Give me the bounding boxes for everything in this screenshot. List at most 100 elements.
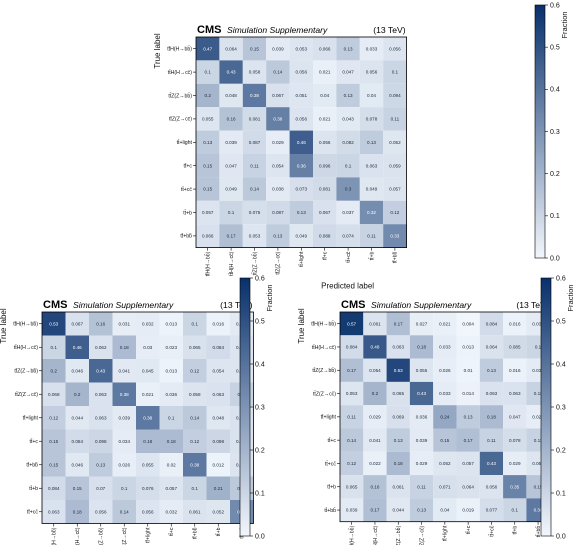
heatmap-cell [206,500,230,524]
cell-value-label: 0.016 [509,368,521,373]
x-tick-label: tt̄H(H→bb̄) [51,527,58,545]
cell-value-label: 0.01 [464,368,473,373]
cell-value-label: 0.11 [534,391,543,396]
cell-value-label: 0.073 [296,187,308,192]
cell-value-label: 0.032 [166,509,178,514]
heatmap-cell [383,37,407,61]
colorbar-tick-label: 0.0 [550,255,560,262]
cell-value-label: 0.065 [393,391,405,396]
colorbar-tick-label: 0.5 [550,45,560,52]
colorbar-tick-label: 0.5 [556,318,566,325]
heatmap-cell [313,107,337,131]
heatmap-cell [503,451,527,476]
cell-value-label: 0.15 [203,187,212,192]
cell-value-label: 0.065 [189,345,201,350]
heatmap-cell [183,476,207,500]
heatmap-panel-1: 0.47 0.064 0.15 0.039 0.053 0.066 0.13 0.033 0.0… [153,2,569,290]
cell-value-label: 0.04 [440,508,449,513]
cell-value-label: 0.052 [439,461,451,466]
heatmap-cell [112,406,136,430]
cell-value-label: 0.13 [487,368,496,373]
heatmap-cell [206,382,230,406]
heatmap-cell [242,154,267,178]
cell-value-label: 0.023 [166,345,178,350]
heatmap-cell [89,312,113,336]
heatmap-cell [313,83,337,108]
y-tick-label: tt̄Z(Z→bb̄) [168,93,192,100]
heatmap-cell [386,451,410,476]
cell-value-label: 0.047 [509,414,521,419]
cell-value-label: 0.044 [72,415,84,420]
heatmap-cell [456,475,480,499]
cell-value-label: 0.012 [213,462,225,467]
heatmap-cell [433,312,457,336]
heatmap-cell [112,312,136,336]
title-simulation: Simulation Supplementary [73,300,174,310]
cell-value-label: 0.004 [462,321,474,326]
cell-value-label: 0.11 [487,438,496,443]
cell-value-label: 0.032 [142,321,154,326]
heatmap-cell [136,476,160,500]
colorbar-label: Fraction [566,284,575,311]
y-tick-label: tt̄H(H→bb̄) [13,321,38,328]
cell-value-label: 0.15 [49,462,58,467]
x-tick-label: tt̄+c [168,527,175,536]
y-tick-label: tt̄+bb̄ [324,507,336,514]
heatmap-cell [433,498,457,522]
x-tick-label: tt̄+bb̄ [392,251,399,263]
cell-value-label: 0.21 [214,486,223,491]
heatmap-cell [479,358,504,382]
heatmap-cell [363,358,387,382]
x-tick-label: tt̄+b [512,526,519,535]
cell-value-label: 0.016 [213,321,225,326]
y-tick-label: tt̄+light [23,415,39,422]
y-tick-label: tt̄+bb̄ [26,462,38,469]
cell-value-label: 0.013 [166,368,178,373]
cell-value-label: 0.029 [416,461,428,466]
colorbar-tick-label: 0.0 [556,533,566,540]
cell-value-label: 0.15 [440,438,449,443]
x-tick-label: tt̄Z(Z→cc̄) [275,251,282,274]
y-tick-label: tt̄+cc̄ [181,186,193,193]
x-tick-label: tt̄+c [322,251,329,260]
heatmap-cell [196,177,220,201]
cell-value-label: 0.11 [417,484,426,489]
cell-value-label: 0.084 [346,345,358,350]
heatmap-cell [159,500,183,524]
cell-value-label: 0.2 [51,368,58,373]
x-tick-label: tt̄+bb̄ [535,526,542,538]
heatmap-cell [336,200,360,225]
heatmap-cell [386,335,410,359]
y-tick-label: tt̄+b [29,485,38,492]
y-tick-label: tt̄Z(Z→bb̄) [14,368,38,375]
heatmap-cell [183,359,207,383]
x-tick-label: tt̄+cc̄ [489,525,496,537]
colorbar-label: Fraction [560,11,569,38]
heatmap-cell [206,312,230,336]
cell-value-label: 0.056 [95,509,107,514]
cell-value-label: 0.039 [272,46,284,51]
heatmap-cell [65,335,89,359]
heatmap-cell [479,451,504,476]
cell-value-label: 0.36 [297,163,306,168]
heatmap-cell [219,130,243,154]
heatmap-cell [42,382,66,406]
cell-value-label: 0.036 [166,392,178,397]
heatmap-cell [456,312,480,336]
cell-value-label: 0.11 [367,234,376,239]
cell-value-label: 0.057 [462,461,474,466]
cell-value-label: 0.13 [273,234,282,239]
cell-value-label: 0.14 [190,415,199,420]
heatmap-cell [363,428,387,452]
heatmap-cell [266,224,290,248]
cell-value-label: 0.2 [205,93,212,98]
cell-value-label: 0.034 [119,439,131,444]
heatmap-cell [65,429,89,453]
heatmap-cell [313,37,337,61]
heatmap-cell [42,406,66,430]
cell-value-label: 0.38 [120,392,129,397]
heatmap-cell [409,475,434,499]
cell-value-label: 0.33 [390,234,399,239]
heatmap-cell [386,475,410,499]
cell-value-label: 0.035 [532,321,544,326]
